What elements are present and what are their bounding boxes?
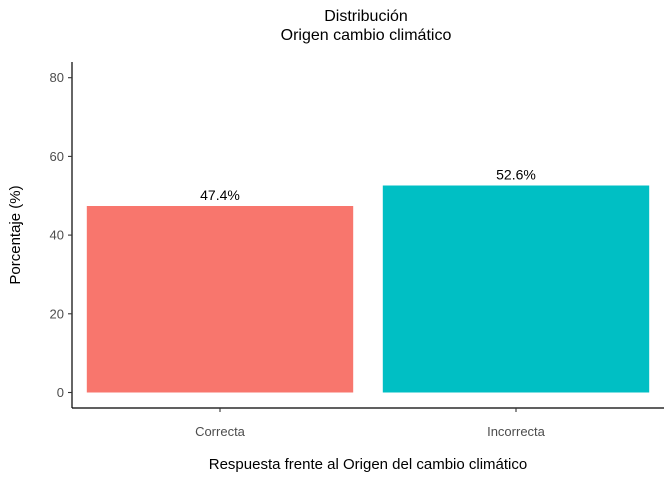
chart-title: Distribución	[324, 8, 408, 25]
y-tick-label: 20	[50, 306, 64, 321]
y-axis-title: Porcentaje (%)	[7, 185, 24, 284]
data-label-correcta: 47.4%	[200, 187, 240, 203]
x-tick-label: Correcta	[195, 424, 246, 439]
y-tick-label: 40	[50, 228, 64, 243]
x-tick-label: Incorrecta	[487, 424, 546, 439]
bar-correcta	[86, 206, 354, 393]
y-ticks-group: 0 20 40 60 80	[50, 70, 72, 400]
x-ticks-group: Correcta Incorrecta	[195, 408, 546, 439]
data-label-incorrecta: 52.6%	[496, 167, 536, 183]
bars-group	[86, 185, 650, 393]
y-tick-label: 60	[50, 149, 64, 164]
chart-subtitle: Origen cambio climático	[281, 27, 452, 44]
x-axis-title: Respuesta frente al Origen del cambio cl…	[209, 456, 528, 473]
bar-incorrecta	[382, 185, 650, 393]
y-tick-label: 0	[57, 385, 64, 400]
y-tick-label: 80	[50, 70, 64, 85]
data-labels-group: 47.4% 52.6%	[200, 167, 536, 204]
